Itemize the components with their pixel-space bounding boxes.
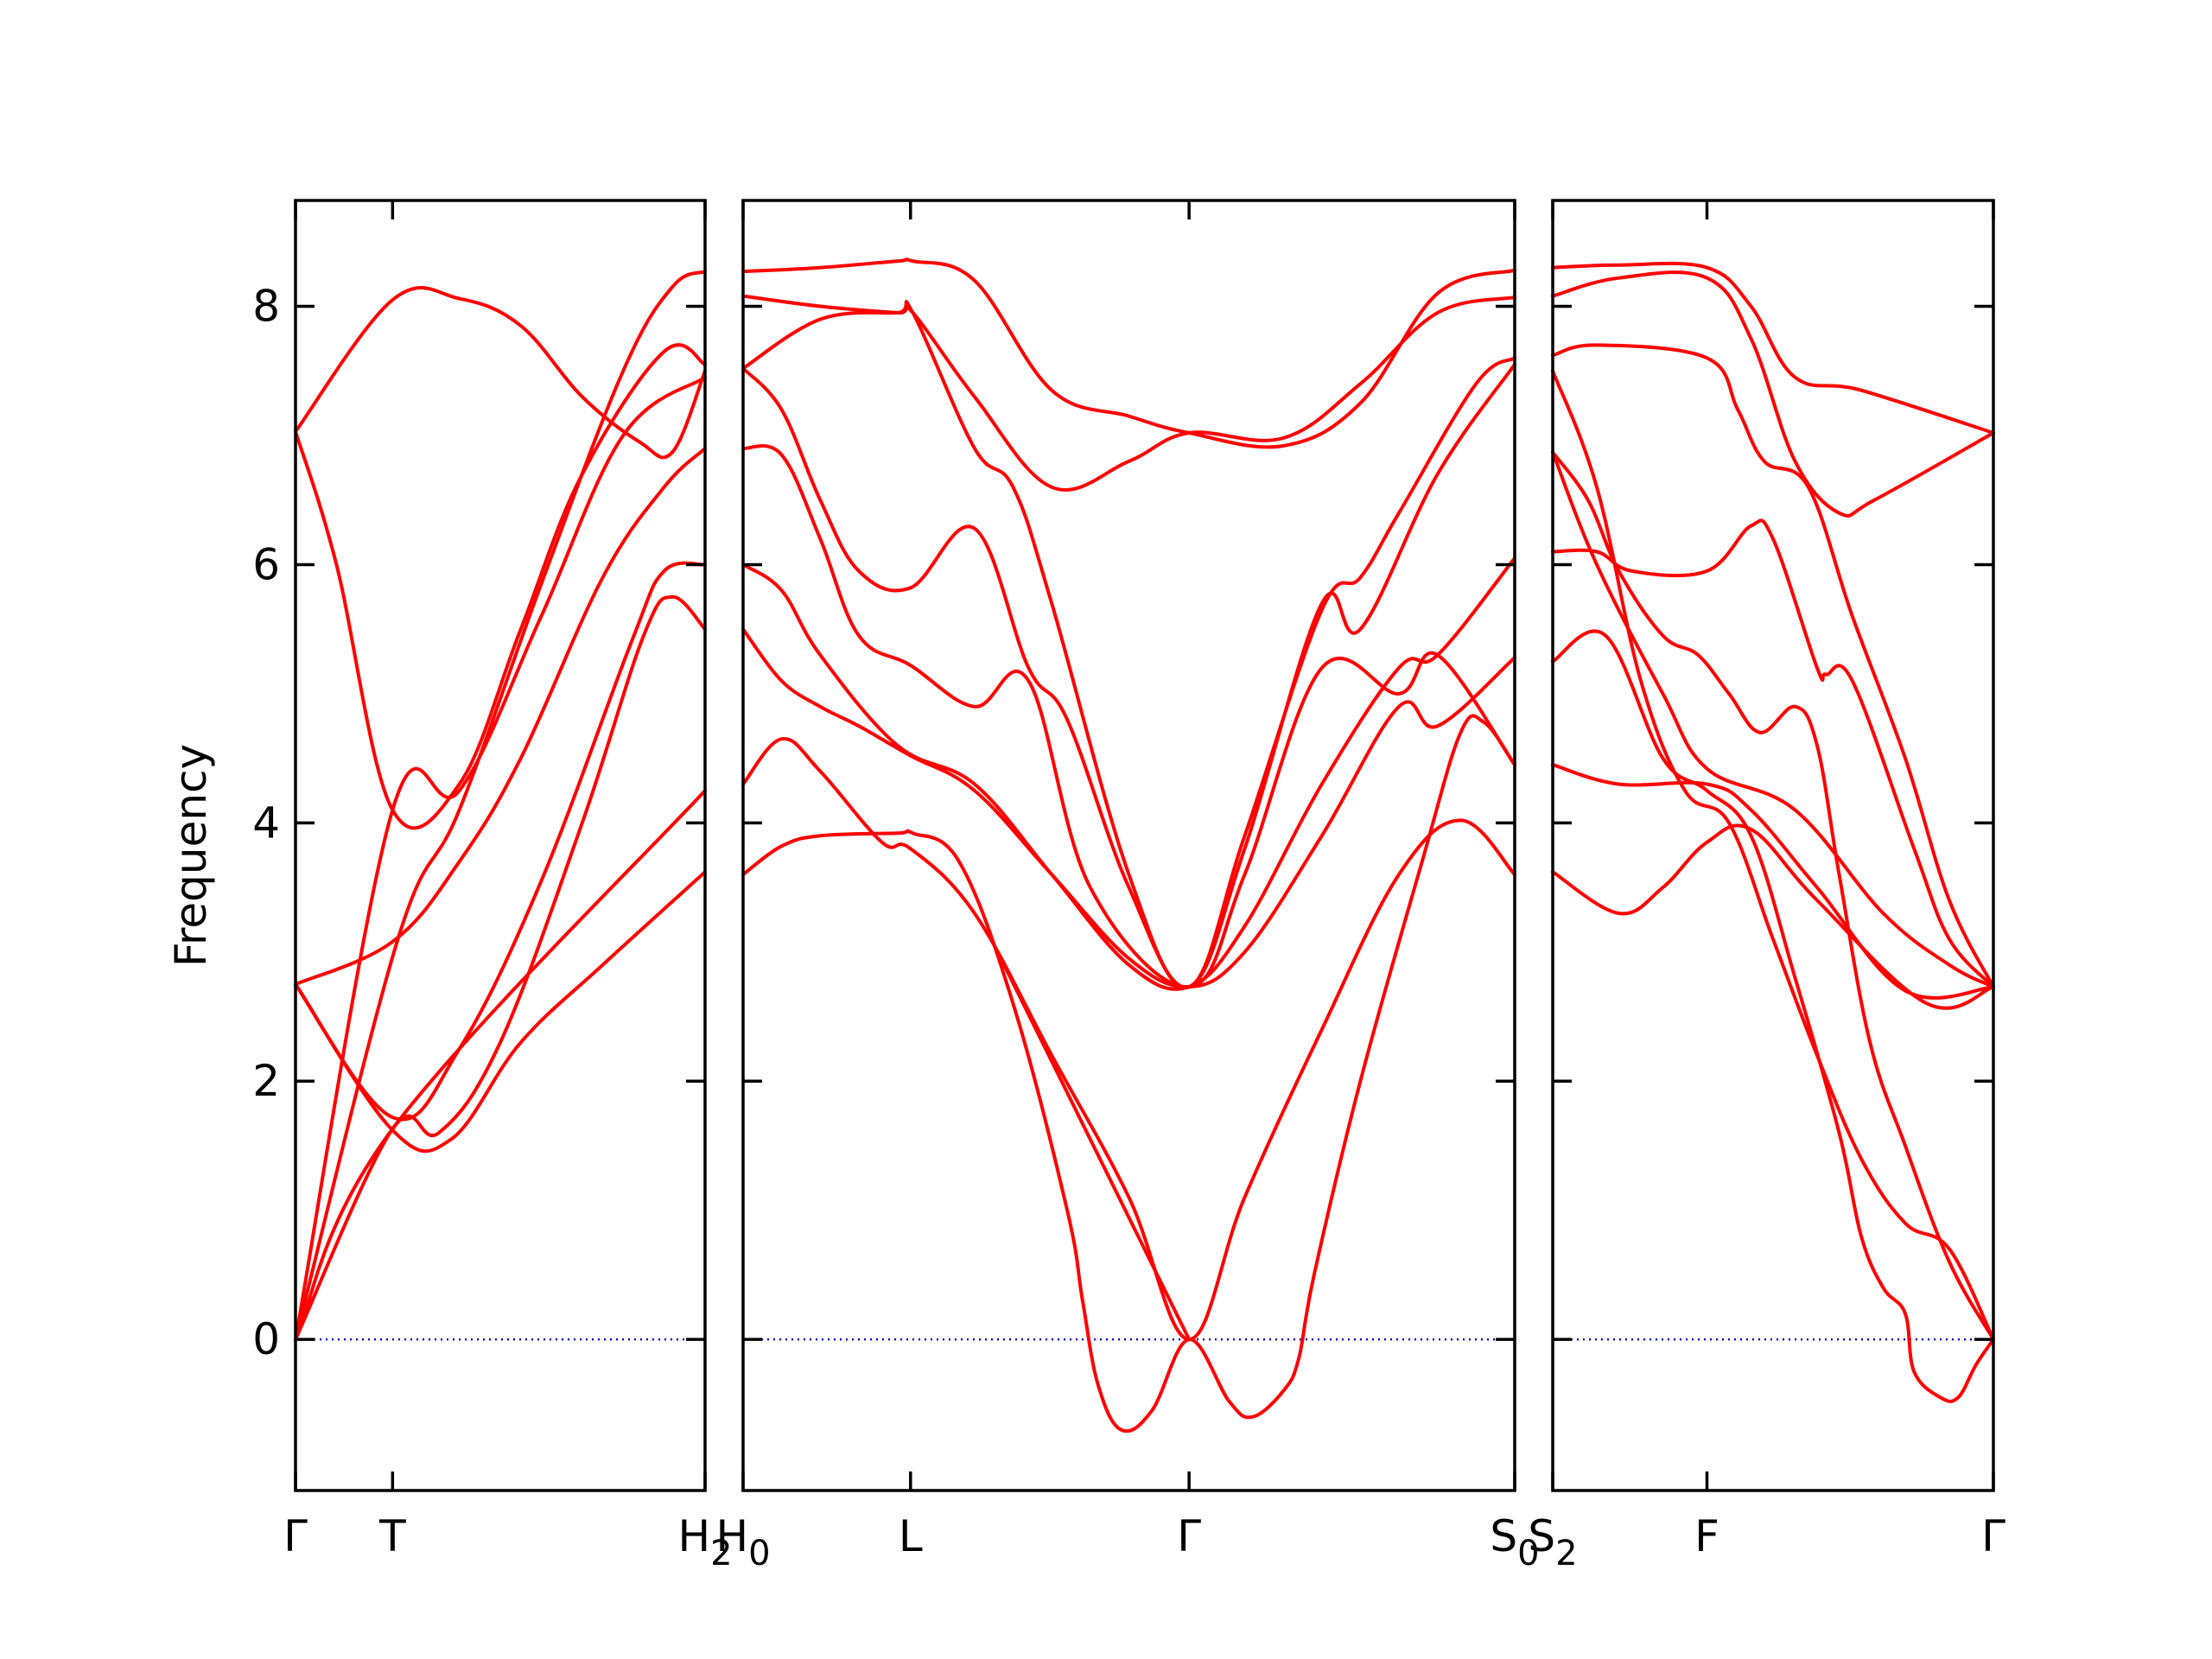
- x-tick-subscript: 2: [710, 1534, 732, 1573]
- band-line-panel-3-2: [1551, 270, 1995, 518]
- band-line-panel-3-9: [1551, 823, 1995, 1010]
- band-line-panel-3-4: [1551, 518, 1995, 989]
- y-tick-label-4: 8: [252, 282, 280, 332]
- x-tick-subscript: 0: [1517, 1534, 1539, 1573]
- x-tick-subscript: 2: [1555, 1534, 1577, 1573]
- band-line-panel-1-5: [294, 270, 707, 1342]
- band-line-panel-2-7: [741, 627, 1516, 989]
- x-tick-label-panel-1-1: T: [378, 1511, 406, 1561]
- band-line-panel-1-3: [294, 286, 707, 460]
- x-tick-subscript: 0: [748, 1534, 770, 1573]
- y-tick-label-2: 4: [252, 798, 280, 848]
- band-line-panel-2-2: [741, 294, 1516, 492]
- band-line-panel-1-1: [294, 789, 707, 1342]
- y-axis-label: Frequency: [166, 744, 216, 967]
- y-tick-label-0: 0: [252, 1314, 280, 1364]
- band-line-panel-3-1: [1551, 261, 1995, 435]
- band-line-panel-2-1: [741, 257, 1516, 449]
- band-line-panel-3-7: [1551, 629, 1995, 1403]
- band-line-panel-3-3: [1551, 343, 1995, 989]
- panel-frame-2: [741, 199, 1516, 1492]
- band-line-panel-3-5: [1551, 450, 1995, 1342]
- band-line-panel-2-10: [995, 950, 1192, 1342]
- band-line-panel-1-8: [294, 594, 707, 1342]
- band-line-panel-1-4: [294, 343, 707, 830]
- panel-frame-1: [294, 199, 707, 1492]
- band-line-panel-2-6: [741, 556, 1516, 991]
- x-tick-label-panel-2-2: Γ: [1177, 1511, 1201, 1561]
- band-line-panel-2-5: [741, 444, 1516, 989]
- band-line-panel-2-9: [741, 714, 1516, 1433]
- x-tick-label-panel-3-1: F: [1694, 1511, 1719, 1561]
- band-line-panel-1-6: [294, 446, 707, 987]
- x-tick-label-panel-1-0: Γ: [283, 1511, 308, 1561]
- panel-frame-3: [1551, 199, 1995, 1492]
- band-line-panel-2-8: [741, 737, 1516, 1342]
- band-line-panel-3-6: [1551, 369, 1995, 1342]
- band-line-panel-1-2: [294, 375, 707, 1342]
- band-line-panel-3-10: [1551, 450, 1995, 989]
- band-line-panel-2-4: [741, 362, 1516, 989]
- band-line-panel-2-3: [741, 300, 1516, 989]
- x-tick-label-panel-2-1: L: [899, 1511, 923, 1561]
- y-tick-label-1: 2: [252, 1056, 280, 1106]
- x-tick-label-panel-3-2: Γ: [1981, 1511, 2005, 1561]
- y-tick-label-3: 6: [252, 539, 280, 589]
- band-line-panel-1-9: [294, 870, 707, 1154]
- band-line-panel-1-7: [294, 561, 707, 1122]
